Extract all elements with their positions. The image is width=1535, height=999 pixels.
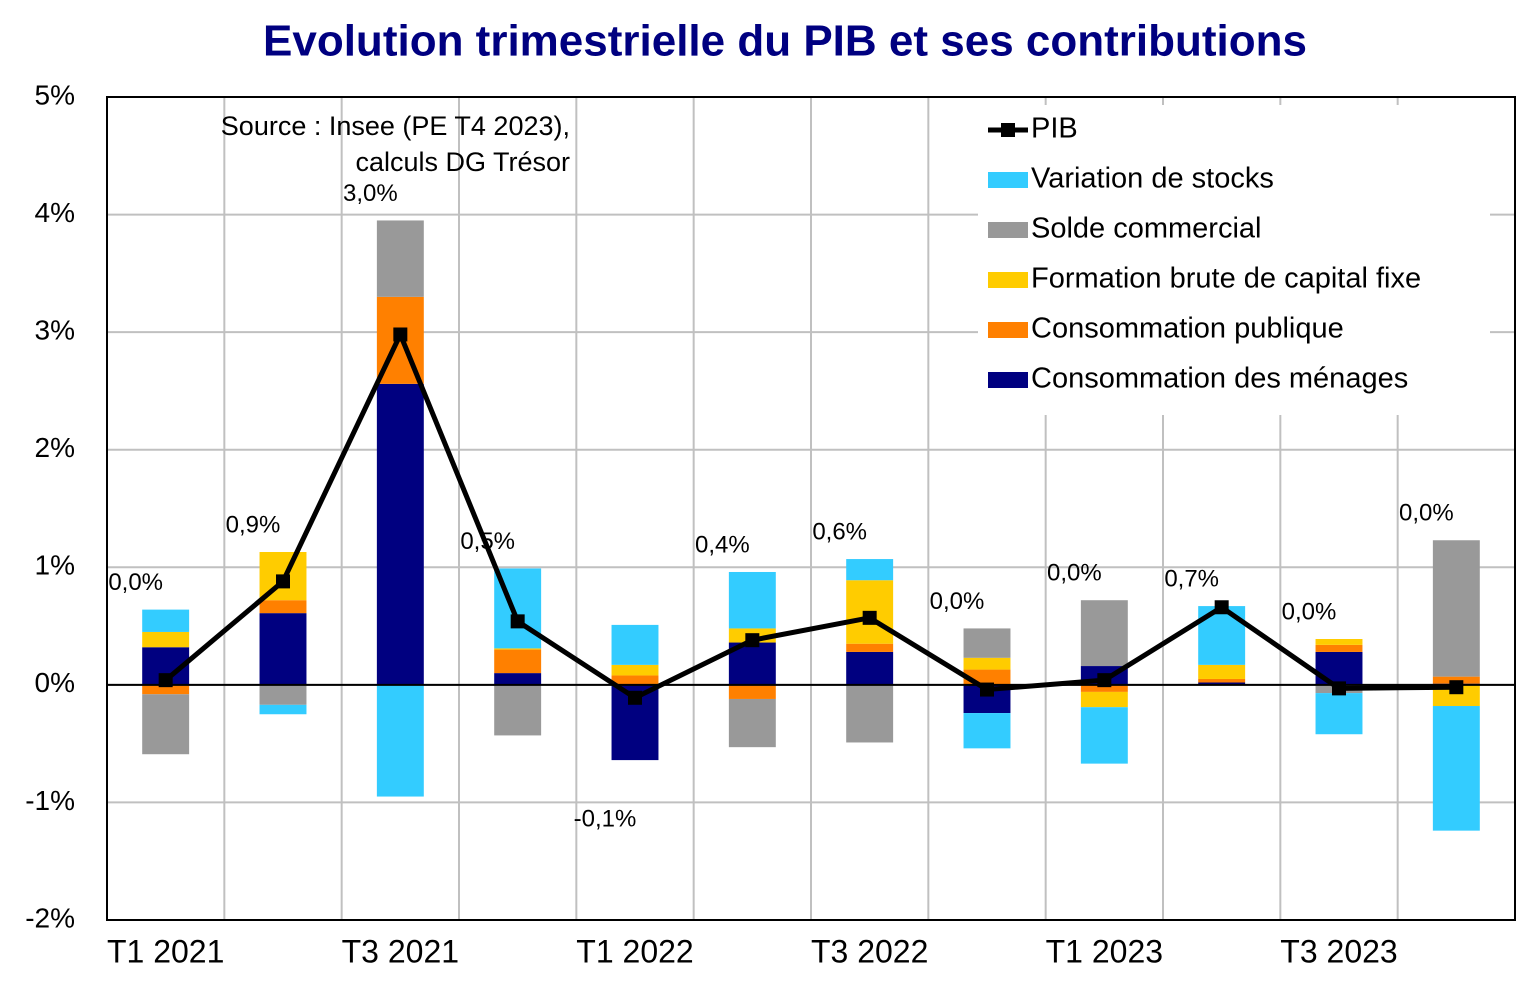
bar-segment — [376, 383, 424, 685]
bar-segment — [142, 631, 190, 648]
bar-segment — [494, 649, 542, 674]
legend-label: Variation de stocks — [1031, 163, 1274, 195]
legend-swatch — [988, 322, 1028, 338]
line-marker — [745, 633, 760, 648]
x-tick-label: T3 2023 — [1280, 933, 1397, 969]
line-marker — [510, 614, 525, 629]
line-marker — [862, 610, 877, 625]
x-tick-label: T1 2021 — [107, 933, 224, 969]
bar-segment — [1080, 600, 1128, 667]
y-tick-label: 1% — [35, 550, 75, 581]
x-tick-label: T3 2021 — [342, 933, 459, 969]
bar-segment — [846, 684, 894, 743]
bar-segment — [611, 624, 659, 665]
bar-segment — [846, 651, 894, 685]
bar-segment — [1432, 540, 1480, 677]
bar-segment — [1198, 682, 1246, 685]
bar-segment — [1315, 693, 1363, 735]
y-tick-label: 2% — [35, 432, 75, 463]
bar-segment — [963, 628, 1011, 658]
bar-segment — [728, 684, 776, 699]
bar-segment — [259, 613, 307, 685]
line-marker — [628, 690, 642, 705]
data-label: 0,0% — [108, 569, 163, 596]
line-marker — [1214, 600, 1229, 615]
data-label: 0,0% — [1282, 598, 1337, 625]
bar-segment — [494, 648, 542, 650]
bar-segment — [376, 684, 424, 797]
x-tick-label: T3 2022 — [811, 933, 928, 969]
legend-box — [978, 105, 1490, 415]
legend-label: Consommation des ménages — [1031, 363, 1408, 395]
bar-segment — [1198, 678, 1246, 683]
data-label: 0,5% — [460, 528, 515, 555]
y-tick-label: 3% — [35, 315, 75, 346]
line-marker — [1097, 673, 1112, 688]
bar-segment — [1432, 676, 1480, 684]
source-note: Source : Insee (PE T4 2023), — [221, 111, 570, 141]
bar-segment — [259, 704, 307, 715]
bar-segment — [142, 694, 190, 755]
bar-segment — [611, 664, 659, 676]
legend-label: Solde commercial — [1031, 213, 1261, 245]
bar-segment — [611, 675, 659, 685]
bar-segment — [728, 698, 776, 748]
data-label: 0,0% — [930, 588, 985, 615]
line-marker — [1449, 680, 1464, 695]
bar-segment — [1432, 706, 1480, 831]
bar-segment — [494, 684, 542, 736]
bar-segment — [1080, 707, 1128, 764]
legend-swatch — [988, 272, 1028, 288]
bar-segment — [1315, 644, 1363, 652]
line-marker — [158, 673, 173, 688]
legend-label: Consommation publique — [1031, 313, 1344, 345]
bar-segment — [1080, 684, 1128, 692]
y-tick-label: 5% — [35, 79, 75, 110]
data-label: 0,6% — [812, 518, 867, 545]
data-label: 0,0% — [1399, 500, 1454, 527]
y-tick-label: -2% — [25, 902, 75, 933]
bar-segment — [376, 220, 424, 297]
bar-segment — [259, 684, 307, 705]
legend-swatch — [988, 372, 1028, 388]
bar-segment — [494, 673, 542, 685]
data-label: 0,7% — [1164, 565, 1219, 592]
bar-segment — [846, 559, 894, 581]
plot-frame — [106, 96, 1516, 921]
bar-segment — [1315, 639, 1363, 645]
bar-segment — [259, 600, 307, 614]
line — [164, 331, 1457, 701]
y-tick-label: 4% — [35, 197, 75, 228]
data-label: 0,0% — [1047, 560, 1102, 587]
legend-label: PIB — [1031, 113, 1078, 145]
legend-swatch — [988, 172, 1028, 188]
bar-segment — [1198, 664, 1246, 679]
bar-segment — [963, 657, 1011, 670]
line-marker — [276, 574, 290, 589]
legend-swatch — [988, 222, 1028, 238]
source-note: calculs DG Trésor — [355, 147, 570, 177]
data-label: -0,1% — [574, 805, 637, 832]
chart-title: Evolution trimestrielle du PIB et ses co… — [263, 17, 1307, 66]
bar-segment — [963, 713, 1011, 749]
x-tick-label: T1 2022 — [576, 933, 693, 969]
y-tick-label: 0% — [35, 667, 75, 698]
bar-segment — [728, 571, 776, 629]
bar-segment — [142, 684, 190, 695]
bar-segment — [142, 609, 190, 632]
bar-segment — [846, 643, 894, 652]
legend-swatch — [1001, 123, 1015, 137]
line-marker — [980, 682, 994, 697]
data-label: 0,4% — [695, 531, 750, 558]
legend-label: Formation brute de capital fixe — [1031, 263, 1421, 295]
x-tick-label: T1 2023 — [1046, 933, 1163, 969]
y-tick-label: -1% — [25, 785, 75, 816]
bar-segment — [1432, 684, 1480, 707]
data-label: 0,9% — [226, 511, 281, 538]
bar-segment — [1080, 691, 1128, 708]
data-label: 3,0% — [343, 180, 398, 207]
line-marker — [393, 327, 408, 342]
line-marker — [1332, 681, 1346, 696]
